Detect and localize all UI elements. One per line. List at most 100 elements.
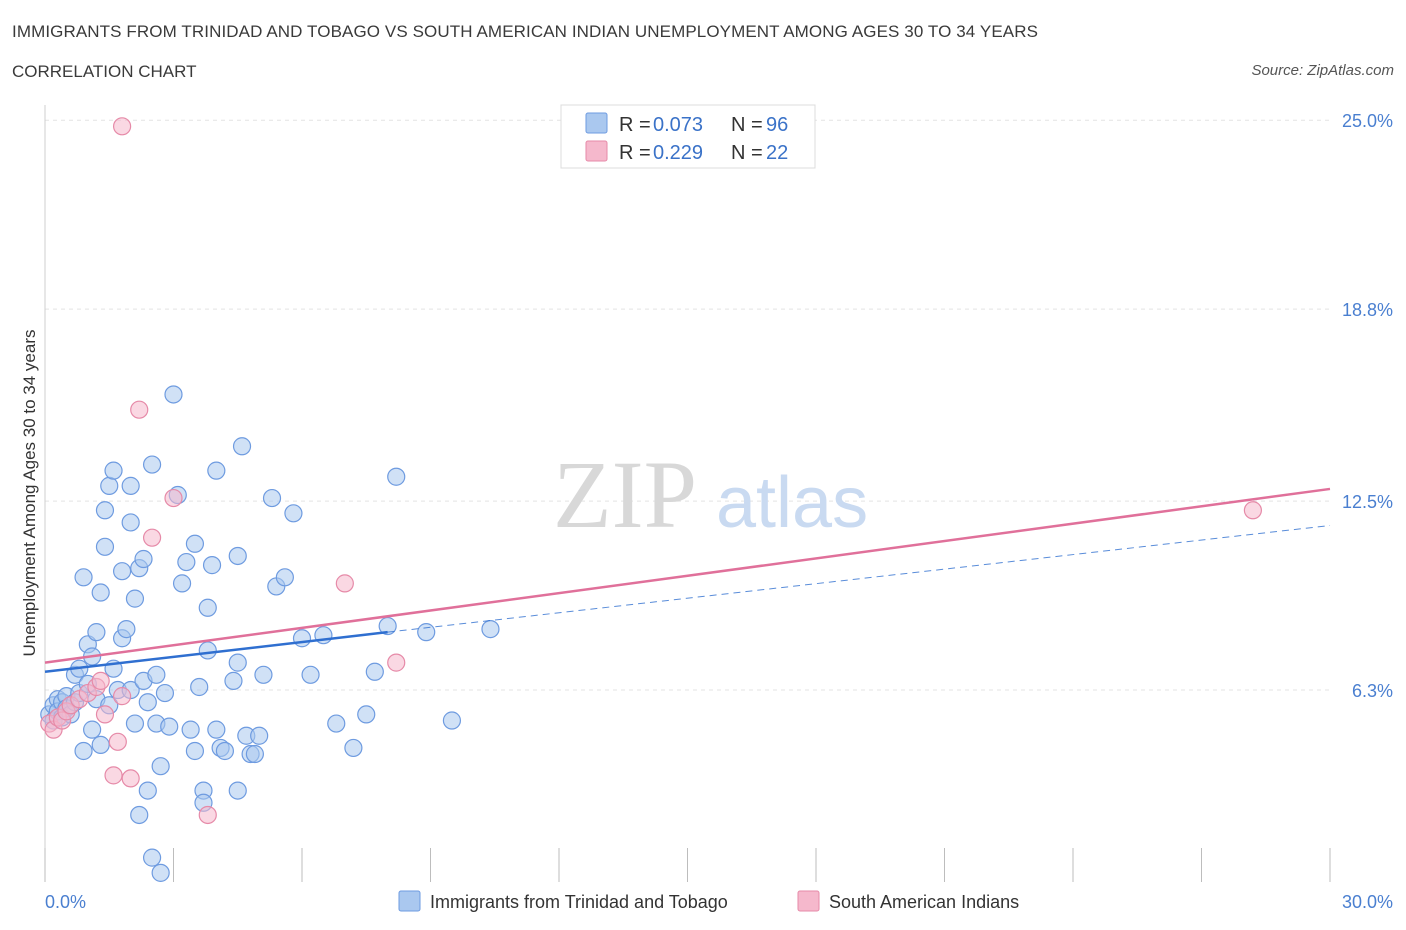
data-point-blue bbox=[147, 665, 166, 684]
data-point-blue bbox=[100, 476, 119, 495]
data-point-blue bbox=[160, 717, 179, 736]
watermark: ZIP atlas bbox=[553, 441, 868, 548]
y-tick-label: 12.5% bbox=[1342, 492, 1393, 512]
data-point-pink bbox=[95, 705, 115, 724]
legend-top-r-label: R = bbox=[619, 142, 651, 164]
data-point-blue bbox=[442, 711, 462, 730]
data-point-blue bbox=[327, 714, 346, 733]
legend-label-blue[interactable]: Immigrants from Trinidad and Tobago bbox=[430, 892, 728, 912]
data-point-blue bbox=[198, 598, 217, 617]
data-point-blue bbox=[121, 513, 140, 532]
chart-subtitle: CORRELATION CHART bbox=[12, 62, 197, 81]
trend-layer bbox=[44, 487, 1331, 673]
data-point-blue bbox=[91, 735, 110, 754]
data-point-blue bbox=[142, 848, 162, 867]
legend-bottom: Immigrants from Trinidad and Tobago Sout… bbox=[398, 890, 1019, 912]
trend-line-blue bbox=[44, 630, 388, 673]
data-point-blue bbox=[181, 720, 200, 739]
data-point-blue bbox=[275, 568, 294, 587]
data-point-pink bbox=[121, 769, 140, 788]
data-point-pink bbox=[112, 687, 132, 706]
data-point-blue bbox=[142, 455, 162, 474]
data-point-pink bbox=[108, 732, 127, 751]
watermark-atlas: atlas bbox=[716, 463, 868, 543]
y-tick-label: 18.8% bbox=[1342, 300, 1393, 320]
watermark-zip: ZIP bbox=[553, 441, 697, 548]
data-point-pink bbox=[112, 117, 132, 136]
data-point-pink bbox=[335, 574, 354, 593]
y-axis-label: Unemployment Among Ages 30 to 34 years bbox=[20, 330, 39, 657]
legend-top-n-value: 96 bbox=[766, 114, 788, 136]
axis-layer: 6.3% 12.5% 18.8% 25.0% 0.0% 30.0% bbox=[44, 105, 1393, 912]
data-point-blue bbox=[172, 574, 192, 593]
data-point-blue bbox=[292, 629, 312, 648]
data-point-blue bbox=[284, 504, 303, 523]
data-point-blue bbox=[228, 546, 247, 566]
data-point-blue bbox=[185, 741, 205, 761]
data-point-blue bbox=[104, 461, 123, 480]
data-point-blue bbox=[74, 568, 93, 587]
data-point-blue bbox=[130, 805, 149, 825]
y-tick-label: 6.3% bbox=[1352, 681, 1393, 701]
data-point-pink bbox=[130, 400, 149, 419]
legend-top: R = 0.073 N = 96 R = 0.229 N = 22 bbox=[560, 104, 816, 169]
data-point-blue bbox=[155, 683, 175, 703]
data-point-blue bbox=[117, 619, 136, 639]
data-point-blue bbox=[202, 556, 222, 575]
data-point-blue bbox=[125, 714, 145, 733]
data-point-blue bbox=[83, 720, 102, 739]
data-point-blue bbox=[224, 671, 243, 690]
legend-top-n-label: N = bbox=[731, 142, 763, 164]
data-point-blue bbox=[357, 705, 376, 724]
data-point-blue bbox=[198, 641, 217, 660]
data-point-blue bbox=[301, 665, 320, 684]
data-point-blue bbox=[387, 467, 406, 486]
data-point-blue bbox=[138, 781, 157, 800]
legend-top-r-label: R = bbox=[619, 114, 651, 136]
data-point-blue bbox=[365, 662, 384, 681]
legend-top-swatch-blue bbox=[585, 112, 608, 134]
data-point-blue bbox=[481, 619, 500, 639]
data-point-blue bbox=[95, 501, 115, 520]
data-point-pink bbox=[387, 653, 406, 672]
data-point-blue bbox=[215, 741, 234, 761]
x-tick-label-max: 30.0% bbox=[1342, 892, 1393, 912]
data-point-pink bbox=[142, 528, 162, 547]
data-point-blue bbox=[134, 549, 153, 569]
data-point-blue bbox=[95, 537, 115, 556]
y-tick-label: 25.0% bbox=[1342, 111, 1393, 131]
series-blue-points bbox=[40, 385, 500, 882]
legend-label-pink[interactable]: South American Indians bbox=[829, 892, 1019, 912]
chart-title: IMMIGRANTS FROM TRINIDAD AND TOBAGO VS S… bbox=[12, 22, 1039, 41]
series-pink-points bbox=[40, 117, 1263, 825]
data-point-blue bbox=[138, 693, 157, 712]
data-point-blue bbox=[207, 461, 226, 480]
data-point-blue bbox=[228, 781, 247, 800]
legend-top-n-value: 22 bbox=[766, 142, 788, 164]
data-point-blue bbox=[185, 534, 205, 553]
data-point-pink bbox=[1243, 501, 1263, 520]
data-point-blue bbox=[177, 552, 196, 572]
data-point-blue bbox=[417, 623, 436, 642]
trend-line-blue-extension bbox=[387, 524, 1331, 633]
legend-top-r-value: 0.073 bbox=[653, 114, 703, 136]
grid-layer bbox=[45, 119, 1330, 691]
data-point-pink bbox=[91, 671, 110, 690]
legend-top-n-label: N = bbox=[731, 114, 763, 136]
data-point-pink bbox=[198, 805, 217, 825]
data-point-blue bbox=[91, 583, 110, 602]
legend-swatch-pink[interactable] bbox=[797, 890, 820, 912]
data-point-blue bbox=[151, 757, 170, 776]
source-label: Source: ZipAtlas.com bbox=[1251, 62, 1394, 79]
data-point-blue bbox=[151, 863, 170, 882]
data-point-blue bbox=[250, 726, 269, 745]
legend-swatch-blue[interactable] bbox=[398, 890, 421, 912]
legend-top-r-value: 0.229 bbox=[653, 142, 703, 164]
x-tick-label-min: 0.0% bbox=[45, 892, 86, 912]
data-point-blue bbox=[254, 665, 273, 684]
data-point-blue bbox=[125, 589, 145, 608]
data-point-blue bbox=[74, 741, 93, 761]
data-point-blue bbox=[190, 677, 209, 697]
data-point-blue bbox=[344, 738, 363, 758]
